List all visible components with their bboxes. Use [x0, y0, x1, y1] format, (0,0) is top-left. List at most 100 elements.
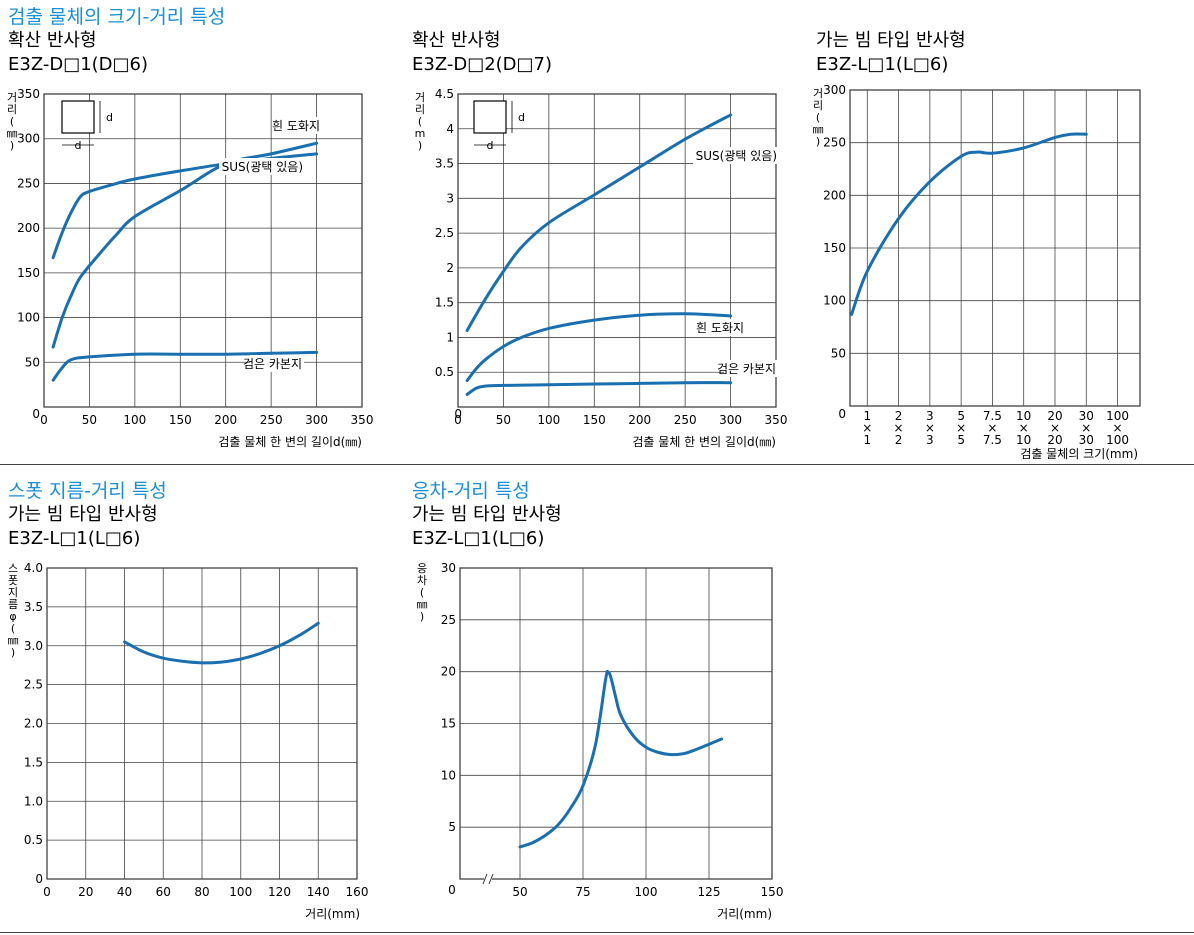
chart3-x-tick-label: ×: [1050, 421, 1060, 435]
chart4-x-tick-label: 60: [156, 885, 171, 899]
chart2-x-tick-label: 350: [765, 413, 788, 427]
chart2-x-tick-label: 0: [454, 413, 462, 427]
chart3-x-tick-label: 10: [1016, 409, 1031, 423]
chart2-plot-area: [457, 93, 777, 408]
chart5-subtitle: 가는 빔 타입 반사형: [412, 504, 562, 525]
chart1-inset-label: d: [75, 139, 82, 152]
chart3-x-tick-label: 30: [1079, 409, 1094, 423]
chart2-y-tick-label: 3.5: [435, 157, 454, 171]
chart3-x-axis-label: 검출 물체의 크기(mm): [1020, 447, 1138, 461]
chart3-x-tick-label: 7.5: [983, 409, 1002, 423]
chart4-x-tick-label: 80: [194, 885, 209, 899]
chart2-series-label-bg: [724, 360, 778, 377]
chart4-series-group: [123, 621, 320, 665]
chart3-series-group: [850, 132, 1088, 316]
chart2-y-tick-label: 2: [446, 261, 454, 275]
chart2-series-label: 흰 도화지: [696, 321, 744, 335]
chart5-x-tick-label: 75: [575, 885, 590, 899]
chart5-axis-break: [488, 873, 494, 885]
chart3-x-tick-label: 7.5: [983, 433, 1002, 447]
chart2-y-axis-label: 거: [415, 91, 425, 104]
chart1-x-tick-label: 250: [260, 413, 283, 427]
chart3-x-tick-label: ×: [1113, 421, 1123, 435]
chart3-x-tick-label: 5: [957, 409, 965, 423]
chart1-model: E3Z-D□1(D□6): [8, 54, 149, 75]
chart3-x-tick-label: 3: [926, 433, 934, 447]
chart5-x-tick-label: 125: [698, 885, 721, 899]
chart3-x-tick-label: 1: [863, 409, 871, 423]
chart4-x-axis-label: 거리(mm): [305, 907, 360, 921]
chart4-model: E3Z-L□1(L□6): [8, 528, 141, 549]
chart3-y-tick-label: 150: [823, 241, 846, 255]
chart4-y-axis-label: 스: [8, 562, 18, 575]
chart2-y-tick-label: 3: [446, 191, 454, 205]
chart4-x-tick-label: 100: [229, 885, 252, 899]
chart5-y-axis-label: 응: [417, 562, 427, 575]
chart3-x-tick-label: 10: [1016, 433, 1031, 447]
chart4-series-1-line: [123, 621, 320, 665]
chart3-y-tick-label: 300: [823, 83, 846, 97]
chart4-y-tick-label: 2.5: [24, 678, 43, 692]
chart2-x-tick-label: 300: [719, 413, 742, 427]
chart3-x-tick-label: ×: [987, 421, 997, 435]
chart1-series-label-bg: [250, 355, 304, 372]
chart3-y-axis-label: (: [816, 111, 820, 124]
chart4-y-tick-label: 4.0: [24, 561, 43, 575]
chart1-y-axis-label: (: [10, 115, 14, 128]
chart4-x-tick-label: 20: [78, 885, 93, 899]
chart4-x-tick-label: 140: [307, 885, 330, 899]
chart1-x-tick-label: 100: [123, 413, 146, 427]
chart5-x-axis-label: 거리(mm): [717, 907, 772, 921]
section-title-spot: 스폿 지름-거리 특성: [8, 480, 167, 502]
chart4-y-axis-label: 지: [8, 586, 18, 599]
chart5-y-axis-label: 차: [417, 574, 427, 587]
chart2-x-tick-label: 50: [496, 413, 511, 427]
chart1-y-tick-label: 150: [17, 266, 40, 280]
chart4-y-tick-label: 2.0: [24, 717, 43, 731]
chart5-axis-break: [482, 873, 488, 885]
chart2-y-tick-label: 1.5: [435, 296, 454, 310]
chart3-x-tick-label: ×: [956, 421, 966, 435]
chart4-y-axis-label: ㎜: [8, 634, 19, 647]
section-title-hysteresis: 응차-거리 특성: [412, 480, 530, 502]
chart2-x-axis-label: 검출 물체 한 변의 길이d(㎜): [632, 435, 776, 449]
chart1-inset-square: [61, 100, 95, 134]
chart5-y-axis-label: ): [420, 610, 424, 623]
bottom-divider: [0, 932, 1194, 933]
chart5-y-axis-label: ㎜: [417, 598, 428, 611]
chart1-y-tick-label: 350: [17, 87, 40, 101]
chart3-subtitle: 가는 빔 타입 반사형: [816, 30, 966, 51]
chart3-y-tick-label: 50: [831, 346, 846, 360]
chart3-y-tick-label: 250: [823, 136, 846, 150]
chart4-x-tick-label: 40: [117, 885, 132, 899]
chart5-origin-label: 0: [448, 883, 456, 897]
chart4-x-tick-label: 160: [346, 885, 369, 899]
chart4-x-tick-label: 120: [268, 885, 291, 899]
chart4-y-tick-label: 3.5: [24, 600, 43, 614]
chart4-y-axis-label: ): [11, 646, 15, 659]
chart2-inset-label: d: [518, 111, 525, 124]
chart3-x-tick-label: ×: [894, 421, 904, 435]
chart3-x-tick-label: ×: [1081, 421, 1091, 435]
chart4-y-axis-label: 름: [8, 598, 18, 611]
chart2-y-tick-label: 2.5: [435, 226, 454, 240]
chart4-y-axis-label: φ: [9, 610, 16, 623]
chart4-y-tick-label: 0.5: [24, 833, 43, 847]
chart1-y-axis-label: 거: [7, 91, 17, 104]
chart4-y-tick-label: 1.0: [24, 794, 43, 808]
chart3-y-axis-label: ): [816, 135, 820, 148]
chart2-x-tick-label: 250: [674, 413, 697, 427]
chart2-series-1-line: [465, 113, 733, 332]
chart5-x-tick-label: 100: [635, 885, 658, 899]
section-title-size-distance: 검출 물체의 크기-거리 특성: [8, 6, 226, 28]
chart3-y-tick-label: 100: [823, 294, 846, 308]
chart1-series-label: 흰 도화지: [272, 119, 320, 133]
chart4-y-axis-label: 폿: [8, 574, 18, 587]
chart1-y-axis-label: ㎜: [7, 127, 18, 140]
chart2-model: E3Z-D□2(D□7): [412, 54, 553, 75]
chart5-x-tick-label: 50: [512, 885, 527, 899]
chart3-y-axis-label: 거: [813, 87, 823, 100]
chart3-x-tick-label: 100: [1106, 409, 1129, 423]
chart2-y-tick-label: 0.5: [435, 365, 454, 379]
chart1-y-tick-label: 100: [17, 311, 40, 325]
